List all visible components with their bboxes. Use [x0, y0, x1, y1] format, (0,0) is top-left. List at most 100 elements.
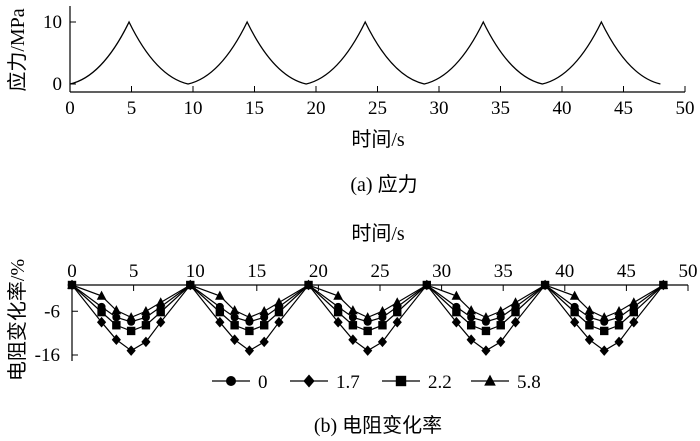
stress-y-tick-label: 0 — [53, 74, 63, 95]
resistance-point-2.2 — [348, 321, 358, 330]
resistance-point-1.7 — [111, 334, 121, 345]
resistance-x-tick-label: 10 — [186, 261, 205, 282]
resistance-point-1.7 — [584, 334, 595, 345]
resistance-point-2.2 — [215, 307, 225, 317]
resistance-point-2.2 — [614, 321, 624, 330]
stress-chart-caption: (a) 应力 — [350, 173, 417, 196]
resistance-point-1.7 — [230, 334, 240, 345]
resistance-point-5.8 — [259, 305, 269, 316]
resistance-point-1.7 — [259, 336, 269, 348]
resistance-point-2.2 — [511, 307, 520, 317]
resistance-point-5.8 — [466, 305, 476, 315]
resistance-point-2.2 — [585, 321, 594, 330]
resistance-point-5.8 — [333, 290, 343, 300]
resistance-point-2.2 — [629, 307, 638, 317]
resistance-point-1.7 — [599, 345, 609, 356]
resistance-point-5.8 — [392, 297, 403, 307]
stress-x-tick-label: 30 — [430, 98, 449, 119]
resistance-x-tick-label: 5 — [129, 261, 139, 282]
resistance-point-2.2 — [378, 321, 387, 330]
resistance-point-0 — [141, 313, 150, 322]
resistance-x-tick-label: 0 — [67, 261, 77, 282]
stress-chart-x-axis-title: 时间/s — [351, 128, 405, 151]
resistance-point-5.8 — [96, 290, 107, 300]
stress-x-tick-label: 45 — [614, 98, 633, 119]
resistance-point-5.8 — [510, 297, 521, 307]
resistance-point-5.8 — [126, 312, 136, 322]
resistance-point-5.8 — [362, 312, 373, 322]
stress-x-tick-label: 0 — [65, 98, 75, 119]
resistance-point-1.7 — [244, 345, 255, 356]
legend-label-5.8: 5.8 — [517, 372, 541, 393]
resistance-point-2.2 — [570, 307, 579, 317]
resistance-point-0 — [496, 313, 505, 322]
stress-x-tick-label: 20 — [307, 98, 326, 119]
resistance-x-tick-label: 35 — [494, 261, 513, 282]
resistance-point-5.8 — [614, 305, 624, 316]
legend-marker-0 — [226, 376, 236, 386]
resistance-point-1.7 — [570, 316, 580, 328]
resistance-point-0 — [260, 313, 269, 322]
resistance-chart-y-axis-title: 电阻变化率/% — [6, 259, 29, 381]
resistance-point-5.8 — [141, 305, 151, 316]
resistance-point-2.2 — [600, 326, 609, 336]
resistance-point-0 — [112, 313, 121, 322]
resistance-point-1.7 — [215, 316, 225, 328]
stress-x-tick-label: 50 — [676, 98, 695, 119]
resistance-point-1.7 — [156, 316, 166, 328]
resistance-point-5.8 — [584, 305, 595, 315]
resistance-point-5.8 — [274, 297, 284, 307]
legend-label-1.7: 1.7 — [336, 372, 360, 393]
resistance-point-0 — [615, 313, 624, 322]
resistance-x-tick-label: 45 — [617, 261, 636, 282]
resistance-chart-caption: (b) 电阻变化率 — [314, 414, 442, 437]
resistance-point-1.7 — [629, 316, 639, 328]
resistance-point-5.8 — [451, 290, 462, 300]
resistance-point-2.2 — [245, 326, 254, 336]
legend-label-2.2: 2.2 — [428, 372, 452, 393]
resistance-point-1.7 — [126, 345, 136, 356]
resistance-point-1.7 — [510, 316, 521, 328]
resistance-point-1.7 — [451, 316, 461, 328]
resistance-point-5.8 — [215, 290, 225, 300]
stress-y-tick-label: 10 — [43, 12, 62, 33]
resistance-point-1.7 — [96, 316, 107, 328]
stress-x-tick-label: 25 — [368, 98, 387, 119]
resistance-point-5.8 — [348, 305, 358, 315]
resistance-point-2.2 — [363, 326, 372, 336]
legend-marker-1.7 — [303, 374, 315, 388]
resistance-point-5.8 — [67, 279, 77, 289]
resistance-point-5.8 — [185, 279, 196, 289]
stress-chart: 0 5 10 15 20 25 30 35 40 45 50 0 10 — [43, 6, 695, 119]
resistance-y-tick-label: -6 — [44, 301, 60, 322]
resistance-chart-x-axis-title: 时间/s — [351, 222, 405, 245]
resistance-point-1.7 — [141, 336, 151, 348]
resistance-point-2.2 — [126, 326, 136, 336]
resistance-point-5.8 — [244, 312, 255, 322]
resistance-point-1.7 — [348, 334, 358, 345]
resistance-x-tick-label: 25 — [371, 261, 390, 282]
resistance-point-2.2 — [496, 321, 505, 330]
resistance-point-1.7 — [466, 334, 476, 345]
resistance-point-2.2 — [141, 321, 151, 330]
resistance-point-5.8 — [229, 305, 240, 315]
resistance-point-5.8 — [377, 305, 388, 316]
resistance-point-1.7 — [363, 345, 373, 356]
resistance-point-0 — [585, 313, 594, 322]
resistance-point-2.2 — [230, 321, 239, 330]
resistance-point-1.7 — [496, 336, 506, 348]
resistance-x-tick-label: 15 — [247, 261, 266, 282]
resistance-x-tick-label: 20 — [309, 261, 328, 282]
resistance-point-5.8 — [658, 279, 669, 289]
resistance-point-1.7 — [333, 316, 343, 328]
resistance-point-5.8 — [569, 290, 580, 300]
resistance-point-1.7 — [481, 345, 491, 356]
resistance-point-2.2 — [466, 321, 476, 330]
resistance-point-2.2 — [259, 321, 269, 330]
resistance-point-0 — [378, 313, 387, 322]
resistance-point-5.8 — [422, 279, 432, 289]
resistance-point-0 — [348, 313, 357, 322]
resistance-x-tick-label: 30 — [432, 261, 451, 282]
